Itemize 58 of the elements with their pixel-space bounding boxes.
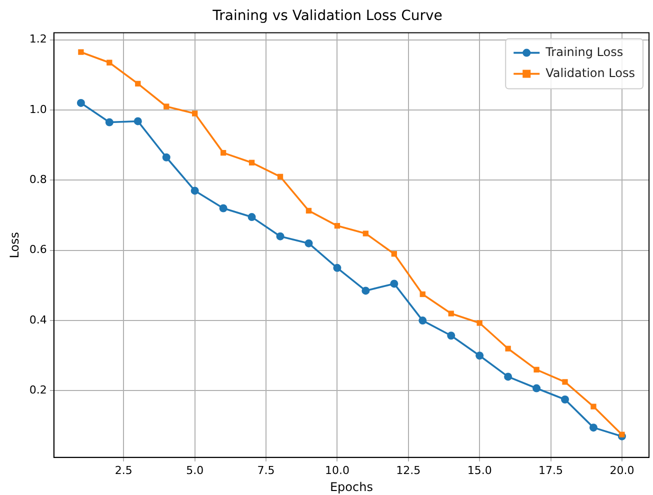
x-tick-label: 10.0	[324, 464, 350, 477]
y-tick-label: 0.8	[29, 173, 47, 186]
point	[162, 153, 170, 162]
x-tick-label: 17.5	[538, 464, 564, 477]
point	[334, 222, 340, 229]
point	[333, 264, 342, 272]
chart-title: Training vs Validation Loss Curve	[212, 8, 442, 24]
point	[220, 150, 226, 156]
y-tick-label: 0.2	[29, 384, 47, 397]
point	[248, 213, 256, 222]
point	[164, 104, 170, 110]
y-axis-title: Loss	[7, 232, 22, 258]
point	[306, 208, 312, 214]
point	[476, 320, 482, 326]
point	[276, 232, 284, 240]
point	[532, 384, 541, 392]
y-tick-label: 1.2	[29, 32, 47, 46]
point	[277, 174, 284, 180]
point	[561, 396, 569, 404]
point	[219, 204, 228, 212]
y-tick-label: 0.6	[29, 243, 47, 256]
point	[248, 160, 255, 166]
y-tick-label: 1.0	[29, 102, 47, 116]
point	[534, 366, 540, 372]
point	[78, 49, 84, 55]
x-tick-label: 2.5	[114, 464, 132, 477]
point	[362, 286, 370, 295]
point	[619, 432, 625, 438]
point	[505, 346, 511, 352]
point	[135, 80, 141, 87]
point	[562, 379, 568, 385]
point	[391, 251, 397, 257]
x-tick-label: 5.0	[186, 464, 204, 477]
point	[192, 110, 198, 116]
legend-label: Training Loss	[544, 44, 624, 59]
point	[476, 352, 484, 360]
point	[106, 60, 112, 66]
point	[447, 332, 456, 340]
point	[390, 280, 398, 288]
x-tick-label: 12.5	[396, 464, 421, 477]
point	[304, 239, 313, 248]
x-tick-label: 20.0	[610, 464, 634, 477]
point	[589, 424, 598, 432]
x-axis-title: Epochs	[330, 480, 373, 494]
legend-label: Validation Loss	[546, 66, 635, 80]
y-tick-label: 0.4	[29, 313, 47, 326]
point	[418, 316, 427, 325]
point	[76, 98, 85, 107]
x-tick-label: 15.0	[467, 464, 492, 477]
point	[420, 291, 426, 298]
x-tick-label: 7.5	[257, 464, 275, 477]
point	[448, 310, 454, 316]
point	[105, 118, 114, 126]
point	[134, 117, 142, 126]
point	[190, 186, 199, 195]
point	[362, 230, 369, 236]
point	[590, 404, 596, 410]
point	[504, 372, 512, 381]
